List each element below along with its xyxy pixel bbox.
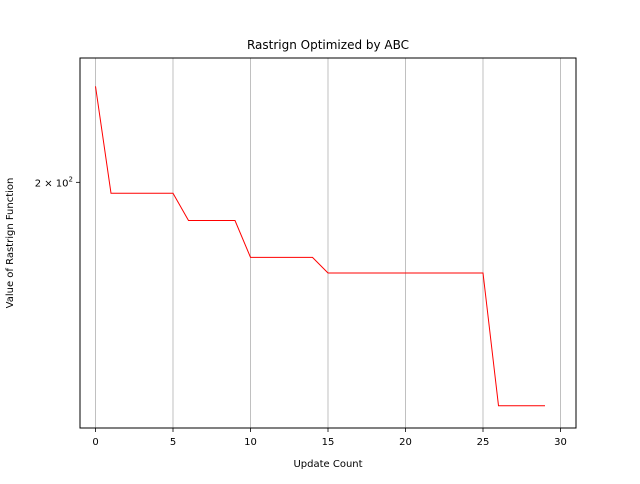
x-axis-label: Update Count	[293, 459, 362, 470]
x-tick-label: 10	[244, 437, 257, 448]
x-tick-label: 25	[477, 437, 490, 448]
chart-title: Rastrign Optimized by ABC	[247, 38, 409, 52]
y-axis-label: Value of Rastrign Function	[5, 178, 16, 309]
x-tick-label: 30	[554, 437, 567, 448]
series-line	[95, 86, 545, 407]
x-tick-label: 0	[92, 437, 98, 448]
x-axis-ticks: 0 5 10 15 20 25 30	[92, 428, 567, 448]
series-layer	[95, 86, 545, 407]
y-axis-ticks: 2 × 102	[35, 175, 80, 189]
x-tick-label: 15	[322, 437, 335, 448]
x-tick-label: 5	[170, 437, 176, 448]
grid-lines	[95, 58, 561, 428]
x-tick-label: 20	[399, 437, 412, 448]
y-tick-label: 2 × 102	[35, 175, 73, 189]
